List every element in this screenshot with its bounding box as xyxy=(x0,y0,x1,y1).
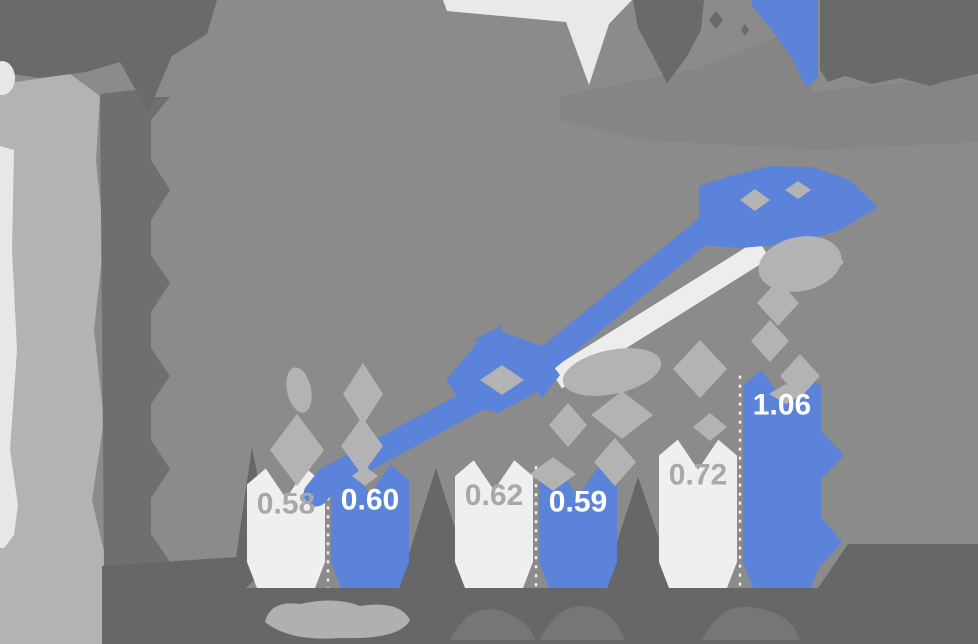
gray-blob-10 xyxy=(594,438,636,486)
blue-bar-spike-2 xyxy=(821,517,842,566)
x-axis-band xyxy=(102,447,978,644)
bar-series-light-1 xyxy=(455,460,533,588)
bar-series-blue-2 xyxy=(743,369,821,588)
gray-blob-9 xyxy=(591,391,653,439)
gray-blob-2 xyxy=(343,363,383,425)
bar-value-label-4: 0.72 xyxy=(669,459,727,492)
bar-series-blue-1 xyxy=(539,466,617,588)
trend-line-group xyxy=(303,188,753,507)
gray-blob-4 xyxy=(352,466,378,486)
gray-blob-3 xyxy=(341,417,383,475)
gray-blob-1 xyxy=(270,414,324,486)
header-shade-band xyxy=(560,30,978,150)
gray-blob-6 xyxy=(530,457,576,491)
legend-text-blob-2 xyxy=(820,0,978,86)
legend-swatch-blue xyxy=(752,0,818,87)
y-axis-title-band xyxy=(0,74,106,644)
bar-value-label-3: 0.59 xyxy=(549,485,607,518)
bar-value-labels-group: 0.58 0.60 0.62 0.59 0.72 1.06 xyxy=(257,389,811,521)
y-axis-edge-strip xyxy=(0,146,18,548)
gray-blob-16 xyxy=(751,320,789,362)
bar-value-label-2: 0.62 xyxy=(465,479,523,512)
legend-text-blob-1 xyxy=(633,0,704,83)
gray-blob-14 xyxy=(808,242,844,282)
gray-blob-11 xyxy=(673,340,727,398)
gray-blob-15 xyxy=(757,280,799,326)
x-tick-label-1 xyxy=(265,600,410,639)
blue-bar-spike-1 xyxy=(821,431,844,479)
x-tick-label-2 xyxy=(450,606,624,640)
bars-group xyxy=(247,369,821,588)
gray-blob-8 xyxy=(562,348,662,396)
blue-blob-spike-1 xyxy=(474,325,502,350)
gray-diamond-group xyxy=(270,181,844,491)
trend-line xyxy=(303,188,753,507)
title-edge-notch xyxy=(0,61,15,95)
gray-blob-12 xyxy=(693,413,727,441)
x-tick-label-3 xyxy=(702,606,800,640)
bar-value-label-1: 0.60 xyxy=(341,483,399,516)
gray-blob-5 xyxy=(480,365,524,395)
gray-blob-20 xyxy=(785,181,811,199)
bar-value-label-0: 0.58 xyxy=(257,487,315,520)
chart-title-blob xyxy=(0,0,217,112)
gray-blob-0 xyxy=(286,367,312,413)
y-axis-tick-band xyxy=(100,88,170,607)
bar-series-blue-0 xyxy=(331,464,409,588)
legend-speck-1 xyxy=(709,11,723,29)
blue-blob-x xyxy=(524,352,560,398)
blue-blob-mass-2 xyxy=(699,166,878,248)
bar-series-light-2 xyxy=(659,439,737,588)
top-light-blob xyxy=(443,0,632,85)
bar-value-label-5: 1.06 xyxy=(753,389,811,422)
gray-blob-19 xyxy=(740,189,770,211)
gray-blob-18 xyxy=(769,384,803,404)
gray-blob-7 xyxy=(549,403,587,447)
blue-blob-group xyxy=(446,166,878,566)
legend-speck-2 xyxy=(741,24,749,36)
